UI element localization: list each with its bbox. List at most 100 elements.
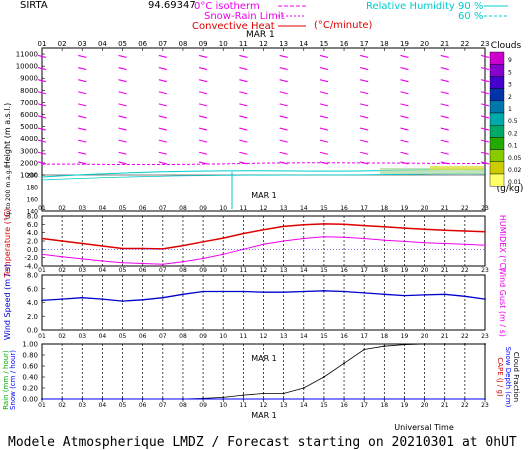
wind-barb — [78, 151, 87, 155]
wind-speed-series-point — [101, 298, 104, 300]
wind-barb — [158, 67, 167, 71]
wind-barb — [239, 91, 248, 95]
x-tick-wind-06: 06 — [139, 333, 147, 340]
legend-isotherm: 0°C isotherm — [194, 1, 260, 12]
x-tick-temp-04: 04 — [99, 267, 107, 274]
wind-barb — [279, 67, 288, 71]
x-tick-precip-06: 06 — [139, 402, 147, 409]
x-tick-top-12: 12 — [259, 40, 268, 48]
humidex-series-point — [323, 235, 325, 238]
y-tick-height-5000: 5000 — [20, 123, 38, 131]
y-tick-height-7000: 7000 — [20, 99, 38, 107]
temperature-series-point — [81, 242, 84, 245]
wind-barb — [118, 127, 127, 131]
y-tick-precip-1.00: 1.00 — [22, 341, 38, 349]
humidex-series-point — [302, 237, 305, 240]
height-panel-frame — [41, 47, 486, 212]
x-tick-temp-13: 13 — [280, 267, 288, 274]
x-tick-precip-16: 16 — [340, 402, 348, 409]
x-tick-mid-18: 18 — [380, 205, 388, 212]
y-tick-temp-0.0: 0.0 — [27, 246, 38, 254]
y-tick-low-180: 180 — [27, 185, 39, 192]
x-tick-top-23: 23 — [481, 40, 490, 48]
wind-barb — [480, 54, 490, 59]
temperature-series-point — [323, 223, 325, 225]
cloud-swatch-0.2 — [489, 124, 505, 138]
humidex-ylabel: HUMIDEX (°C) — [498, 215, 507, 271]
x-tick-precip-11: 11 — [240, 402, 248, 409]
x-tick-temp-17: 17 — [360, 267, 368, 274]
x-tick-mid-16: 16 — [340, 205, 348, 212]
x-tick-mid-17: 17 — [360, 205, 368, 212]
wind-barb — [360, 115, 369, 119]
x-tick-wind-05: 05 — [119, 333, 127, 340]
x-tick-top-19: 19 — [400, 40, 409, 48]
wind-barb — [198, 161, 208, 165]
x-tick-top-18: 18 — [380, 40, 389, 48]
x-tick-top-13: 13 — [279, 40, 288, 48]
y-tick-height-8000: 8000 — [20, 87, 38, 95]
wind-barb — [198, 79, 208, 83]
temperature-series-point — [41, 237, 43, 240]
x-tick-wind-16: 16 — [340, 333, 348, 340]
humidex-series-point — [161, 263, 164, 266]
temperature-series-point — [423, 228, 426, 231]
wind-barb — [118, 91, 127, 95]
snow-depth-ylabel: Snow Depth (cm) — [504, 347, 512, 408]
cloud-fraction-ylabel: Cloud Fraction — [512, 352, 520, 402]
temperature-series-point — [141, 247, 144, 250]
x-tick-wind-13: 13 — [280, 333, 288, 340]
wind-barb — [319, 151, 329, 155]
temperature-series-point — [484, 230, 486, 233]
wind-barb — [360, 151, 369, 155]
y-tick-low-140: 140 — [27, 209, 39, 216]
y-tick-wind-4.0: 4.0 — [27, 299, 38, 307]
temperature-series-point — [61, 240, 64, 242]
height-date-label: MAR 1 — [251, 191, 277, 200]
precip-date-label: MAR 1 — [251, 411, 277, 420]
temperature-series-point — [363, 224, 366, 227]
wind-barb — [360, 103, 369, 107]
cloud-fraction-series-point — [323, 376, 325, 378]
wind-barb — [400, 139, 409, 143]
x-tick-temp-15: 15 — [320, 267, 328, 274]
wind-barb — [279, 103, 288, 107]
height-panel: 01 01 02 02 03 03 04 04 05 05 06 06 07 07 08 08 09 09 10 10… — [16, 40, 490, 216]
legend-convective: Convective Heat — [192, 21, 275, 32]
x-tick-precip-13: 13 — [280, 402, 288, 409]
cloud-swatch-9 — [489, 51, 505, 65]
wind-speed-series-point — [161, 296, 164, 299]
x-tick-precip-09: 09 — [199, 402, 207, 409]
x-tick-top-09: 09 — [199, 40, 208, 48]
wind-speed-series-point — [484, 298, 486, 300]
cloud-level-2: 2 — [508, 94, 512, 101]
wind-barb — [78, 161, 87, 165]
x-tick-temp-14: 14 — [300, 267, 308, 274]
wind-barb — [37, 139, 47, 143]
temperature-series-point — [383, 225, 386, 228]
x-tick-wind-17: 17 — [360, 333, 368, 340]
clouds-title: Clouds — [491, 41, 522, 51]
humidex-series-point — [81, 258, 84, 260]
y-tick-temp-4.0: 4.0 — [27, 229, 38, 237]
y-tick-height-1000: 1000 — [20, 172, 38, 180]
snow-ylabel: Snow (cm / hour) — [9, 350, 17, 410]
humidex-series-point — [41, 253, 43, 256]
wind-barb — [118, 103, 127, 107]
wind-barb — [239, 115, 248, 119]
wind-ylabel: Wind Speed (m / s) — [3, 264, 12, 340]
x-tick-temp-18: 18 — [380, 267, 388, 274]
temperature-series-point — [282, 225, 285, 228]
temp-ylabel: Temperature (°C) — [3, 208, 12, 278]
wind-barb — [158, 161, 167, 165]
wind-speed-series-point — [222, 290, 225, 293]
wind-barb — [400, 91, 409, 95]
x-tick-mid-03: 03 — [78, 205, 86, 212]
x-tick-temp-21: 21 — [441, 267, 449, 274]
wind-barb — [360, 54, 369, 59]
wind-barb — [400, 79, 409, 83]
x-tick-temp-20: 20 — [421, 267, 429, 274]
x-tick-wind-12: 12 — [260, 333, 268, 340]
wind-barb — [400, 103, 409, 107]
wind-barb — [440, 127, 449, 131]
